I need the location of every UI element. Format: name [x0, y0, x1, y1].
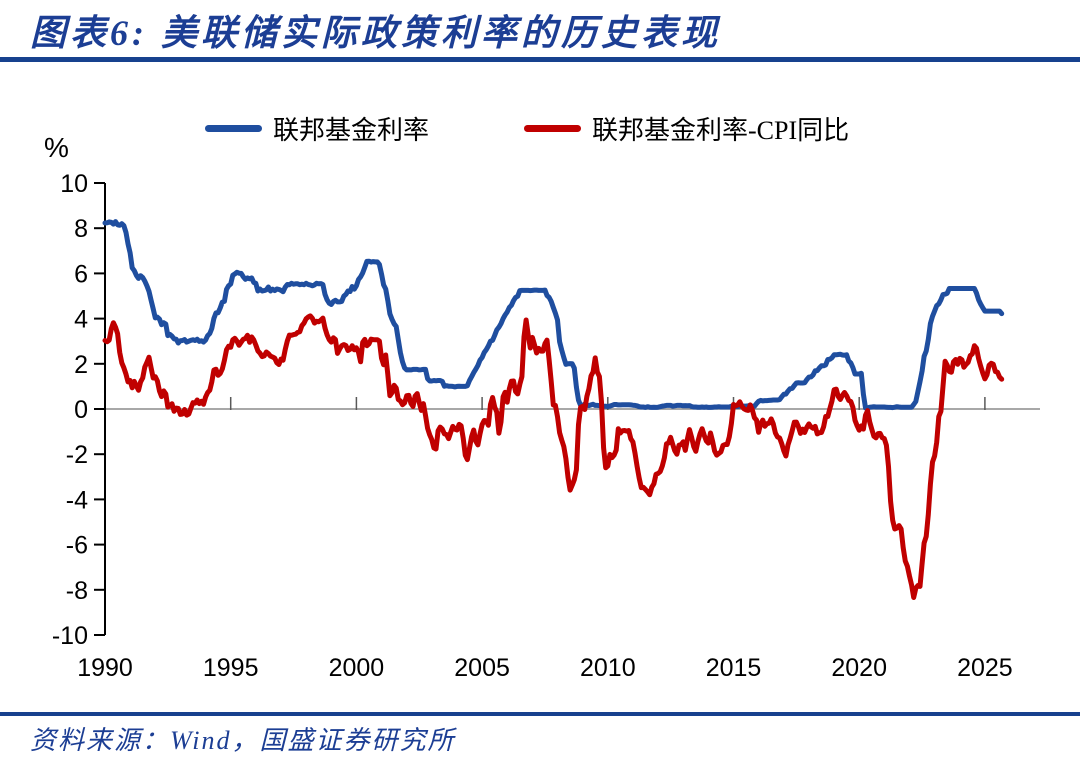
y-tick-label: 6: [74, 260, 88, 288]
y-tick-label: -10: [52, 622, 88, 650]
y-tick-label: 10: [60, 170, 88, 198]
figure-title: 图表6: 美联储实际政策利率的历史表现: [30, 13, 721, 53]
x-tick-label: 2000: [329, 654, 385, 682]
legend-item-ffr: 联邦基金利率: [205, 110, 429, 147]
y-tick-label: 8: [74, 215, 88, 243]
x-tick-label: 1995: [203, 654, 259, 682]
legend-label-ffr: 联邦基金利率: [273, 116, 430, 145]
y-tick-label: 2: [74, 351, 88, 379]
y-tick-label: 0: [74, 396, 88, 424]
footer-divider-rule: [0, 712, 1080, 716]
y-tick-label: -8: [66, 577, 88, 605]
x-tick-label: 2010: [580, 654, 636, 682]
data-source-note: 资料来源：Wind，国盛证券研究所: [30, 726, 456, 755]
y-axis-unit-label: %: [44, 132, 69, 163]
x-tick-label: 2025: [957, 654, 1013, 682]
legend-line-swatch-real-rate: [524, 125, 582, 132]
legend-line-swatch-ffr: [205, 125, 262, 132]
x-tick-label: 2020: [831, 654, 887, 682]
series-line-real-rate: [102, 313, 1005, 600]
title-divider-rule: [0, 57, 1080, 62]
legend-label-real-rate: 联邦基金利率-CPI同比: [592, 116, 850, 145]
x-tick-label: 1990: [77, 654, 133, 682]
x-tick-label: 2005: [454, 654, 510, 682]
y-tick-label: -4: [66, 486, 88, 514]
y-tick-label: 4: [74, 306, 88, 334]
chart-legend: 联邦基金利率 联邦基金利率-CPI同比: [205, 110, 849, 147]
series-line-ffr: [102, 219, 1005, 411]
x-tick-label: 2015: [706, 654, 762, 682]
y-tick-label: -6: [66, 532, 88, 560]
y-tick-label: -2: [66, 441, 88, 469]
legend-item-real-rate: 联邦基金利率-CPI同比: [524, 110, 849, 147]
